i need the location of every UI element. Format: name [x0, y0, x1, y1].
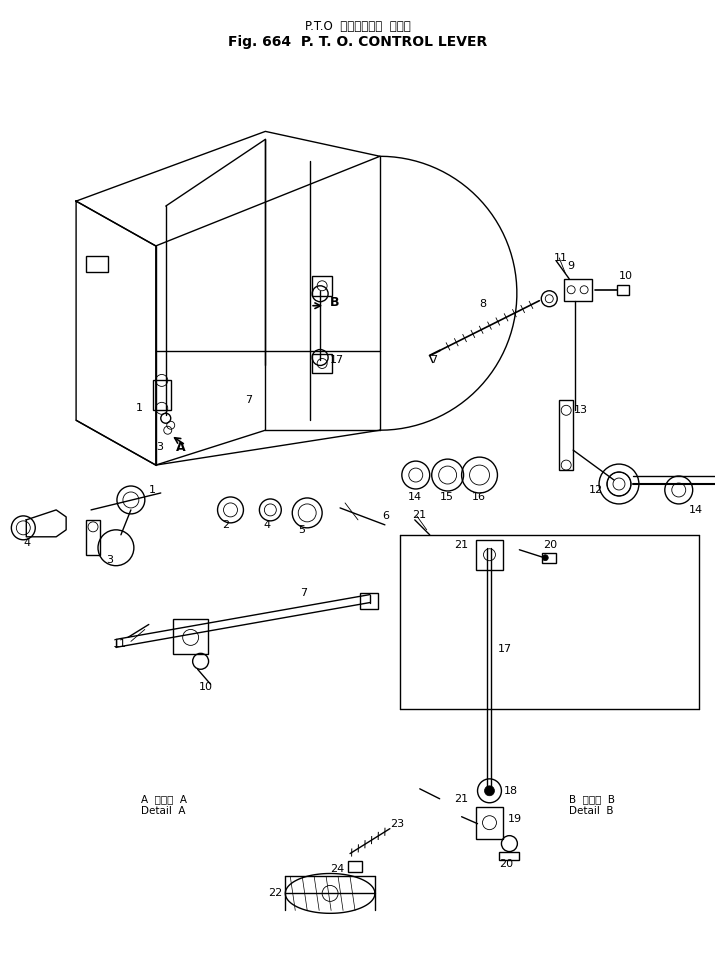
Text: 7: 7 [430, 356, 437, 365]
Text: 6: 6 [382, 511, 389, 521]
Text: 21: 21 [455, 539, 469, 550]
Bar [312, 276, 332, 295]
Text: 3: 3 [156, 442, 163, 452]
Text: 11: 11 [554, 253, 569, 262]
Text: 9: 9 [567, 260, 574, 271]
Bar [475, 807, 503, 839]
Bar [312, 354, 332, 373]
Text: 17: 17 [498, 644, 511, 654]
Text: 8: 8 [480, 298, 487, 309]
Text: Detail  A: Detail A [141, 806, 185, 816]
Text: 24: 24 [330, 863, 344, 874]
Text: Fig. 664  P. T. O. CONTROL LEVER: Fig. 664 P. T. O. CONTROL LEVER [228, 35, 488, 49]
Text: Detail  B: Detail B [569, 806, 614, 816]
Text: 23: 23 [390, 818, 404, 829]
Text: 2: 2 [223, 520, 230, 530]
Text: 22: 22 [268, 888, 283, 898]
Text: 13: 13 [574, 405, 588, 415]
Bar [360, 593, 378, 608]
Text: 4: 4 [24, 538, 30, 548]
Bar [173, 619, 208, 654]
Bar [153, 380, 170, 410]
Text: 15: 15 [440, 492, 454, 502]
Text: 21: 21 [455, 794, 469, 804]
Text: 5: 5 [299, 525, 305, 535]
Text: 10: 10 [198, 682, 213, 692]
Text: 1: 1 [136, 403, 143, 413]
Text: 21: 21 [412, 510, 426, 520]
Bar [86, 520, 100, 555]
Text: B  括大図  B: B 括大図 B [569, 794, 615, 804]
Bar [500, 851, 519, 859]
Text: 18: 18 [503, 785, 518, 796]
Text: 7: 7 [246, 396, 253, 405]
Text: 19: 19 [508, 814, 521, 823]
Text: 11: 11 [113, 640, 127, 649]
Bar [348, 860, 362, 873]
Bar [475, 539, 503, 570]
Text: 17: 17 [330, 356, 344, 365]
Bar [86, 256, 108, 272]
Bar [542, 553, 556, 563]
Text: 14: 14 [408, 492, 422, 502]
Circle shape [542, 555, 548, 561]
Text: 16: 16 [472, 492, 485, 502]
Text: 12: 12 [589, 485, 603, 495]
Text: A  括大図  A: A 括大図 A [141, 794, 187, 804]
Text: 14: 14 [689, 504, 703, 515]
Text: 20: 20 [500, 858, 513, 869]
Text: 3: 3 [106, 555, 113, 565]
Text: P.T.O  コントロール  レバー: P.T.O コントロール レバー [305, 19, 411, 33]
Bar [617, 285, 629, 295]
Circle shape [485, 785, 495, 796]
Text: A: A [175, 440, 185, 454]
Text: 10: 10 [619, 271, 633, 281]
Bar [559, 400, 574, 470]
Text: 20: 20 [543, 539, 557, 550]
Bar [564, 279, 592, 300]
Text: 4: 4 [263, 520, 271, 530]
Text: 7: 7 [300, 588, 307, 598]
Text: B: B [330, 296, 339, 309]
Text: 1: 1 [149, 485, 156, 495]
